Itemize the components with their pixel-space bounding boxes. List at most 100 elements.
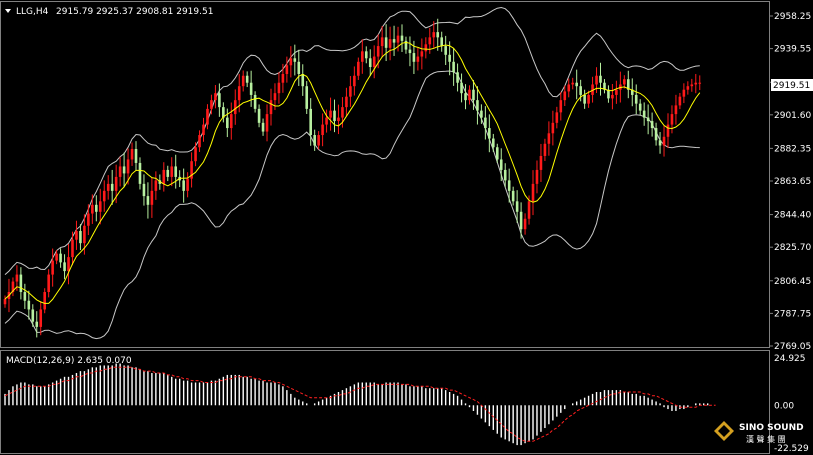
price-tick-label: 2769.05 — [774, 342, 811, 352]
lower-band-line — [4, 70, 700, 340]
candle-body — [154, 180, 158, 191]
macd-tick-label: -22.529 — [774, 444, 809, 454]
price-tick-label: 2806.45 — [774, 277, 811, 287]
candle-body — [23, 292, 27, 301]
macd-pane-border — [0, 350, 770, 454]
candle-body — [210, 100, 213, 109]
candle-body — [690, 84, 694, 87]
candle-body — [63, 262, 66, 272]
candle-body — [293, 58, 297, 62]
candle-body — [615, 89, 618, 95]
candle-body — [626, 79, 630, 90]
candle-body — [35, 321, 39, 327]
candle-body — [285, 65, 289, 74]
candle-body — [583, 94, 586, 104]
candle-body — [249, 82, 253, 95]
candle-body — [206, 108, 209, 125]
candle-body — [472, 89, 475, 101]
candle-body — [412, 53, 416, 62]
price-tick-label: 2825.70 — [774, 243, 811, 253]
bollinger-bands — [4, 6, 700, 340]
ohlc-values: 2915.79 2925.37 2908.81 2919.51 — [56, 7, 213, 17]
macd-signal — [4, 366, 716, 442]
candle-body — [392, 39, 396, 43]
candle-body — [440, 37, 443, 47]
candle-body — [317, 135, 320, 146]
candle-body — [166, 169, 170, 177]
candle-body — [174, 166, 178, 177]
macd-axis: 24.925 0.00 -22.529 — [774, 354, 809, 454]
candle-body — [51, 260, 54, 275]
candle-body — [420, 51, 424, 57]
candle-body — [15, 274, 19, 282]
candle-body — [253, 94, 257, 109]
candle-body — [19, 274, 23, 293]
candle-body — [495, 147, 499, 160]
candle-body — [686, 86, 690, 90]
candle-body — [118, 166, 122, 177]
price-tick-label: 2882.35 — [774, 144, 811, 154]
candle-body — [91, 204, 94, 214]
candle-body — [202, 124, 205, 136]
candle-body — [11, 281, 15, 293]
candle-body — [539, 155, 543, 170]
candle-body — [95, 204, 98, 212]
candle-body — [218, 93, 221, 108]
candle-body — [428, 37, 432, 45]
candle-body — [666, 124, 670, 137]
candle-body — [273, 93, 277, 101]
candle-body — [551, 122, 555, 134]
candle-body — [134, 148, 138, 163]
candle-body — [507, 180, 511, 191]
candle-body — [59, 253, 62, 263]
candle-body — [114, 176, 118, 191]
price-tick-label: 2787.75 — [774, 309, 811, 319]
candle-body — [261, 122, 265, 132]
candle-body — [102, 190, 106, 202]
candle-body — [47, 274, 50, 293]
candle-body — [670, 114, 674, 125]
logo-subtitle: 漢 聲 集 團 — [746, 434, 786, 444]
candle-body — [682, 89, 686, 97]
candle-body — [297, 61, 301, 74]
candle-body — [67, 257, 70, 272]
candle-body — [535, 169, 539, 184]
candle-body — [55, 253, 58, 261]
candle-body — [571, 82, 575, 85]
candle-body — [468, 89, 471, 101]
candle-body — [325, 117, 328, 125]
sino-sound-logo: SINO SOUND 漢 聲 集 團 — [714, 421, 804, 444]
candle-body — [309, 108, 312, 136]
dropdown-triangle-icon[interactable] — [5, 9, 11, 13]
candle-body — [630, 89, 634, 95]
candle-body — [380, 37, 384, 47]
candle-body — [694, 82, 698, 85]
candle-body — [265, 114, 269, 132]
candle-body — [87, 213, 90, 226]
candle-body — [642, 110, 646, 118]
candle-body — [488, 128, 491, 139]
candle-body — [122, 166, 126, 174]
candle-body — [83, 225, 86, 244]
candle-body — [559, 100, 563, 113]
candle-body — [658, 140, 662, 146]
candle-body — [575, 82, 578, 87]
candle-body — [634, 94, 638, 104]
candle-body — [543, 143, 547, 156]
candle-body — [499, 159, 503, 170]
candle-body — [591, 84, 594, 95]
candle-body — [138, 162, 142, 184]
candle-body — [388, 39, 392, 48]
macd-label: MACD(12,26,9) 2.635 0.070 — [6, 356, 132, 366]
candle-body — [503, 169, 507, 181]
current-price-label: 2919.51 — [773, 81, 810, 91]
candle-body — [424, 44, 428, 52]
candle-body — [98, 201, 102, 212]
candles — [3, 18, 702, 338]
candle-body — [43, 292, 46, 310]
candle-body — [567, 84, 571, 92]
candle-body — [245, 75, 249, 83]
price-tick-label: 2863.65 — [774, 177, 811, 187]
candle-body — [71, 239, 74, 258]
